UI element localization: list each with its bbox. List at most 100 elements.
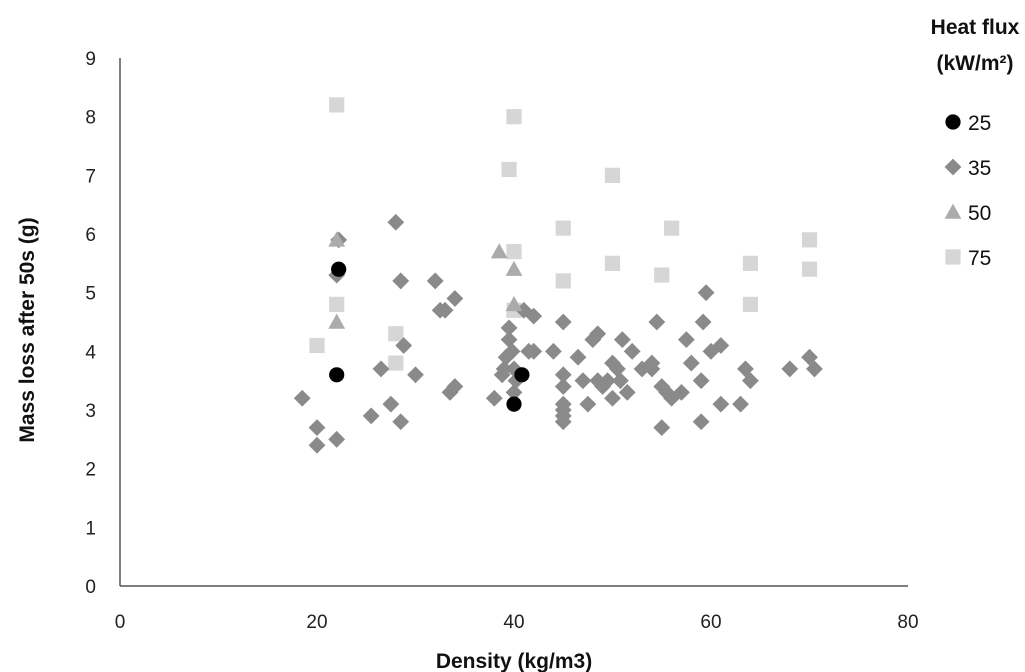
data-point-diamond bbox=[569, 348, 587, 366]
data-point-square bbox=[604, 167, 621, 183]
data-point-diamond bbox=[505, 384, 523, 401]
data-point-square bbox=[555, 220, 571, 236]
legend-label-50: 50 bbox=[968, 202, 991, 225]
data-point-diamond bbox=[293, 389, 311, 407]
data-point-diamond bbox=[806, 360, 823, 378]
data-point-diamond bbox=[643, 360, 661, 378]
data-point-diamond bbox=[611, 372, 629, 390]
data-point-diamond bbox=[426, 272, 444, 290]
data-point-square bbox=[555, 273, 571, 289]
data-point-square bbox=[329, 97, 345, 113]
data-point-diamond bbox=[500, 319, 518, 337]
data-point-diamond bbox=[694, 313, 712, 331]
legend-title-line-2: (kW/m²) bbox=[937, 52, 1014, 75]
data-point-diamond bbox=[574, 372, 592, 390]
data-point-diamond bbox=[554, 366, 572, 384]
y-tick-label: 4 bbox=[85, 342, 96, 363]
data-point-diamond bbox=[485, 389, 503, 407]
data-point-diamond bbox=[554, 313, 572, 331]
data-point-diamond bbox=[623, 342, 641, 360]
legend-label-75: 75 bbox=[968, 247, 991, 270]
series-50 bbox=[328, 231, 523, 329]
data-point-square bbox=[388, 355, 404, 371]
data-point-diamond bbox=[446, 290, 464, 307]
data-point-diamond bbox=[712, 337, 730, 354]
x-tick-label: 0 bbox=[115, 612, 126, 633]
y-tick-labels: 0 1 2 3 4 5 6 7 8 9 bbox=[85, 49, 96, 598]
data-point-square bbox=[604, 255, 621, 271]
legend-marker-35 bbox=[944, 158, 962, 176]
y-tick-label: 3 bbox=[85, 401, 96, 422]
data-point-diamond bbox=[692, 413, 710, 431]
data-point-diamond bbox=[682, 354, 700, 372]
data-point-diamond bbox=[692, 372, 710, 390]
series-35 bbox=[293, 213, 823, 454]
data-point-diamond bbox=[609, 360, 626, 378]
y-tick-label: 6 bbox=[85, 225, 96, 246]
data-point-diamond bbox=[653, 378, 671, 395]
y-tick-label: 2 bbox=[85, 460, 96, 481]
data-point-diamond bbox=[781, 360, 799, 378]
axes bbox=[119, 58, 908, 587]
data-point-diamond bbox=[308, 419, 326, 436]
y-axis-title: Mass loss after 50s (g) bbox=[16, 217, 39, 442]
data-point-triangle bbox=[328, 313, 346, 329]
data-point-diamond bbox=[604, 389, 621, 407]
data-point-diamond bbox=[613, 331, 631, 348]
data-point-diamond bbox=[395, 337, 413, 354]
data-point-square bbox=[742, 255, 758, 271]
data-point-diamond bbox=[436, 301, 454, 319]
x-tick-label: 80 bbox=[897, 612, 918, 633]
data-point-diamond bbox=[742, 372, 759, 390]
data-point-diamond bbox=[382, 395, 400, 413]
legend-label-35: 35 bbox=[968, 157, 991, 180]
legend-label-25: 25 bbox=[968, 112, 991, 135]
data-point-square bbox=[801, 232, 818, 248]
data-point-diamond bbox=[554, 413, 572, 431]
data-point-triangle bbox=[490, 243, 508, 259]
data-point-diamond bbox=[579, 395, 597, 413]
legend-marker-25 bbox=[945, 114, 961, 130]
data-point-diamond bbox=[545, 342, 562, 360]
data-point-diamond bbox=[308, 436, 326, 454]
data-point-diamond bbox=[589, 325, 607, 343]
data-point-square bbox=[506, 244, 522, 260]
legend-title-line-1: Heat flux bbox=[931, 16, 1020, 39]
data-point-diamond bbox=[618, 384, 636, 401]
data-point-diamond bbox=[732, 395, 749, 413]
data-points bbox=[293, 97, 823, 454]
data-point-square bbox=[742, 296, 758, 312]
data-point-square bbox=[506, 109, 522, 125]
data-point-square bbox=[329, 296, 345, 312]
x-tick-label: 60 bbox=[700, 612, 721, 633]
data-point-circle bbox=[331, 261, 347, 277]
data-point-diamond bbox=[328, 430, 346, 448]
x-axis-title: Density (kg/m3) bbox=[436, 650, 592, 672]
data-point-triangle bbox=[505, 296, 523, 312]
y-tick-label: 9 bbox=[85, 49, 96, 70]
y-tick-label: 7 bbox=[85, 166, 96, 187]
data-point-diamond bbox=[387, 213, 405, 231]
y-tick-label: 0 bbox=[85, 577, 96, 598]
data-point-diamond bbox=[392, 413, 410, 431]
data-point-square bbox=[801, 261, 818, 277]
data-point-diamond bbox=[500, 331, 518, 348]
data-point-triangle bbox=[328, 231, 346, 247]
legend-marker-75 bbox=[945, 249, 961, 265]
data-point-diamond bbox=[712, 395, 730, 413]
data-point-diamond bbox=[554, 378, 572, 395]
x-tick-labels: 0 20 40 60 80 bbox=[115, 612, 919, 633]
series-25 bbox=[329, 261, 530, 412]
y-tick-label: 8 bbox=[85, 108, 96, 129]
data-point-diamond bbox=[407, 366, 424, 384]
data-point-circle bbox=[329, 367, 345, 383]
data-point-diamond bbox=[392, 272, 410, 290]
x-tick-label: 20 bbox=[306, 612, 327, 633]
y-tick-label: 5 bbox=[85, 284, 96, 305]
series-75 bbox=[309, 97, 818, 371]
data-point-circle bbox=[514, 367, 530, 383]
y-tick-label: 1 bbox=[85, 518, 96, 539]
data-point-diamond bbox=[446, 378, 464, 395]
